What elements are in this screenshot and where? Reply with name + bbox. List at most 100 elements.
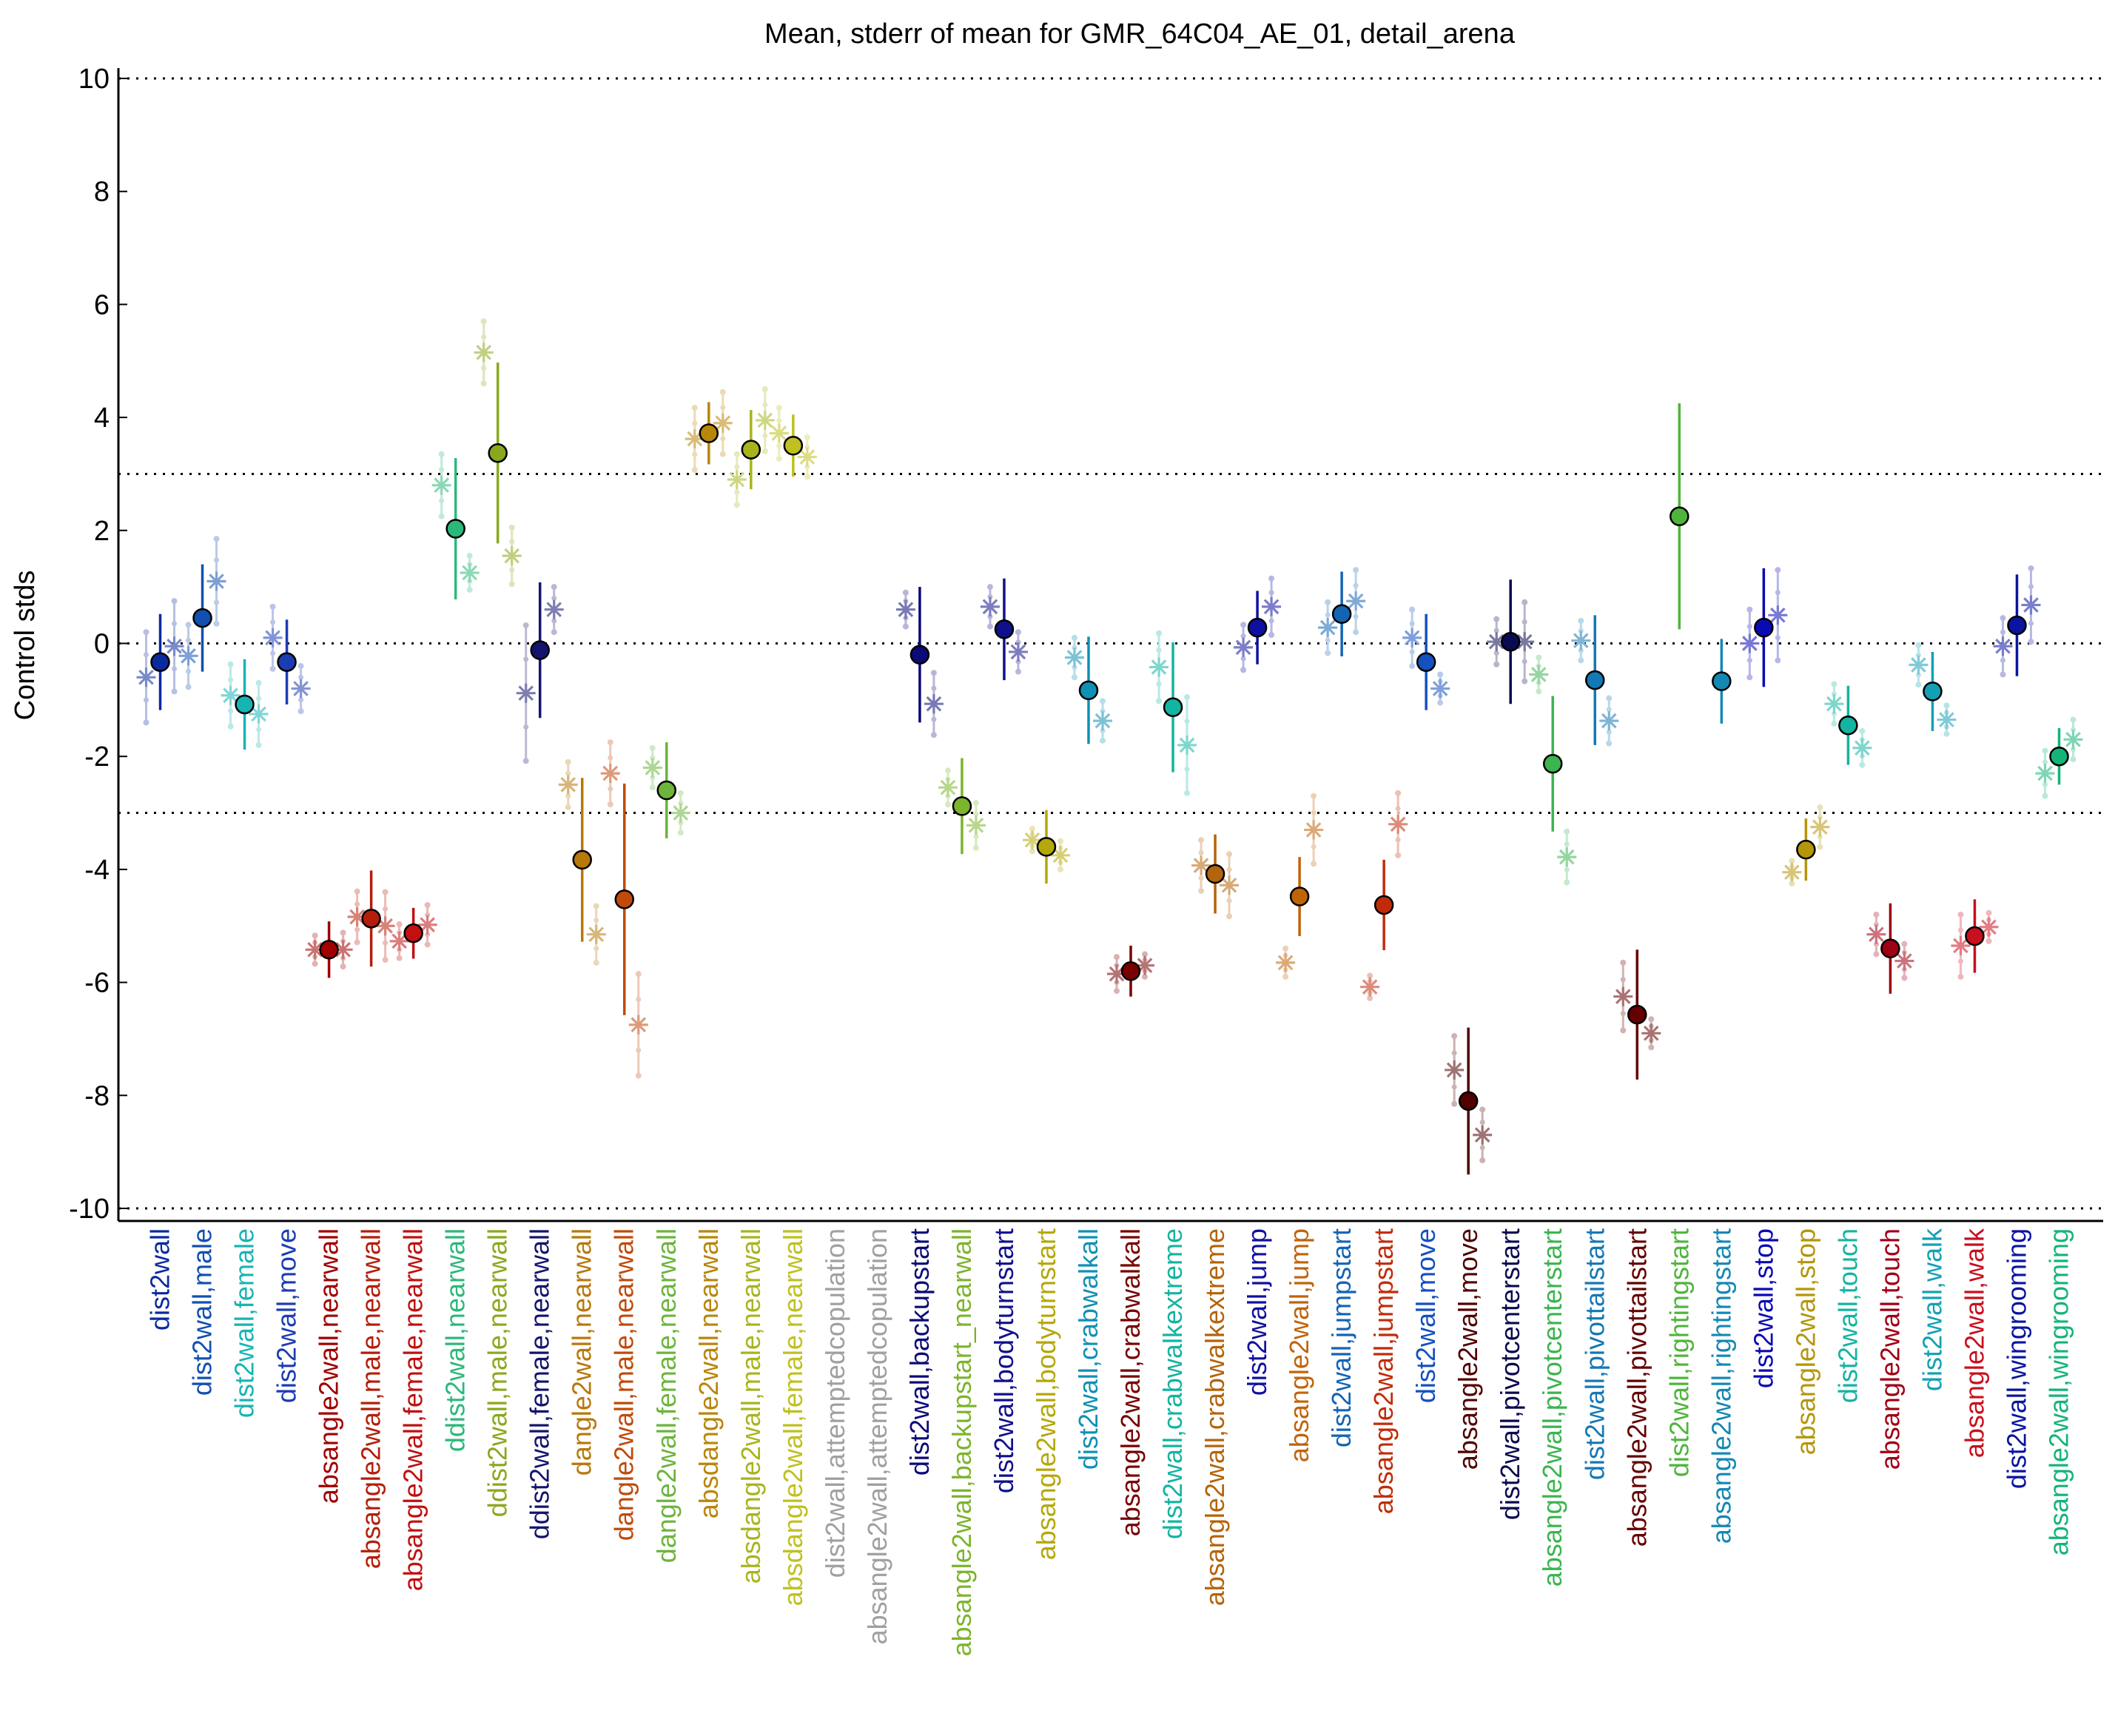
sub-a-point: [895, 599, 915, 619]
star-stroke: [757, 412, 773, 428]
x-tick-label: absangle2wall,touch: [1874, 1228, 1905, 1470]
sub-stderr-cap: [719, 388, 726, 395]
sub-stderr-cap: [1859, 761, 1866, 768]
sub-stderr-cap: [1746, 674, 1753, 681]
mean-point: [1458, 1091, 1479, 1111]
star-stroke: [138, 669, 154, 685]
star-stroke: [1193, 858, 1209, 873]
sub-a-point: [1064, 647, 1084, 667]
sub-a-point: [2035, 764, 2055, 784]
sub-stderr-cap: [185, 684, 192, 690]
sub-a-point: [1993, 636, 2013, 656]
sub-stderr-cap: [2000, 671, 2006, 678]
sub-stderr-cap: [383, 940, 389, 946]
sub-a-point: [1402, 628, 1422, 647]
sub-stderr-cap: [692, 420, 698, 426]
sub-stderr-cap: [1536, 688, 1542, 695]
sub-b-point: [1810, 817, 1830, 837]
sub-stderr-cap: [1057, 866, 1063, 872]
x-tick-label: absdangle2wall,male,nearwall: [736, 1228, 766, 1584]
x-tick-label: dist2wall,attemptedcopulation: [820, 1228, 850, 1578]
mean-point: [192, 608, 212, 628]
sub-stderr-cap: [1156, 647, 1162, 653]
star-stroke: [926, 696, 942, 712]
star-stroke: [1305, 822, 1322, 838]
sub-a-point: [1951, 935, 1971, 955]
x-tick-label: dist2wall,jump: [1242, 1228, 1272, 1396]
sub-stderr-cap: [1100, 727, 1106, 733]
sub-stderr-cap: [1282, 973, 1289, 980]
mean-point: [572, 850, 592, 870]
mean-point: [994, 619, 1015, 639]
sub-stderr-cap: [1409, 649, 1415, 655]
sub-stderr-cap: [1943, 730, 1950, 737]
sub-stderr-cap: [677, 790, 684, 796]
sub-stderr-cap: [1746, 606, 1753, 613]
x-tick-label: dist2wall,bodyturnstart: [989, 1228, 1019, 1493]
sub-stderr-cap: [944, 767, 951, 774]
x-tick-label: dangle2wall,male,nearwall: [609, 1228, 639, 1541]
sub-stderr-cap: [636, 1047, 642, 1053]
sub-stderr-cap: [1957, 973, 1964, 980]
mean-point: [783, 436, 804, 456]
sub-stderr-cap: [382, 889, 389, 895]
star-stroke: [377, 918, 393, 934]
sub-stderr-cap: [761, 386, 768, 392]
sub-b-point: [1008, 642, 1028, 662]
sub-b-point: [586, 924, 606, 944]
sub-b-point: [797, 447, 817, 467]
x-tick-label: dist2wall,touch: [1832, 1228, 1863, 1403]
sub-stderr-cap: [804, 464, 810, 470]
mean-point: [1373, 895, 1394, 915]
sub-stderr-cap: [650, 755, 656, 761]
mean-point: [1163, 697, 1183, 718]
star-stroke: [560, 777, 576, 793]
star-stroke: [504, 548, 520, 564]
x-tick-label: dangle2wall,nearwall: [567, 1228, 597, 1476]
sub-stderr-cap: [650, 775, 656, 781]
star-stroke: [982, 599, 998, 615]
sub-stderr-cap: [1901, 975, 1908, 981]
sub-a-point: [1571, 630, 1591, 650]
sub-stderr-cap: [256, 696, 262, 702]
x-tick-label: absangle2wall,jump: [1284, 1228, 1314, 1462]
reference-lines: [118, 77, 2103, 1210]
sub-stderr-cap: [1268, 590, 1274, 596]
sub-stderr-cap: [931, 685, 937, 691]
mean-point: [1289, 886, 1310, 906]
x-tick-label: dist2wall,wingrooming: [2001, 1228, 2031, 1489]
star-stroke: [476, 344, 492, 360]
sub-a-point: [431, 475, 451, 495]
sub-stderr-cap: [1451, 1100, 1458, 1107]
sub-stderr-cap: [509, 567, 515, 573]
mean-point: [1796, 839, 1816, 860]
sub-b-point: [291, 679, 311, 699]
sub-b-point: [417, 915, 437, 935]
x-tick-label: ddist2wall,male,nearwall: [482, 1228, 513, 1517]
y-tick-label: -2: [84, 741, 110, 773]
star-stroke: [251, 706, 266, 722]
sub-a-point: [1360, 977, 1380, 997]
sub-stderr-cap: [172, 666, 177, 672]
sub-stderr-cap: [354, 888, 360, 895]
sub-stderr-cap: [1493, 628, 1499, 633]
sub-stderr-cap: [1409, 663, 1416, 670]
sub-stderr-cap: [1873, 951, 1880, 958]
sub-stderr-cap: [1437, 699, 1444, 706]
sub-stderr-cap: [1142, 973, 1149, 980]
mean-point: [2049, 746, 2069, 767]
sub-stderr-cap: [1578, 647, 1584, 653]
sub-stderr-cap: [1114, 988, 1120, 995]
star-stroke: [1024, 832, 1040, 848]
sub-a-point: [1613, 986, 1633, 1006]
star-stroke: [1432, 681, 1448, 696]
sub-stderr-cap: [565, 804, 571, 810]
sub-stderr-cap: [312, 960, 318, 967]
sub-b-point: [755, 410, 775, 430]
sub-stderr-cap: [1367, 995, 1373, 1001]
star-stroke: [1348, 593, 1364, 609]
sub-stderr-cap: [776, 443, 782, 449]
sub-stderr-cap: [1226, 913, 1233, 920]
sub-stderr-cap: [678, 820, 684, 826]
